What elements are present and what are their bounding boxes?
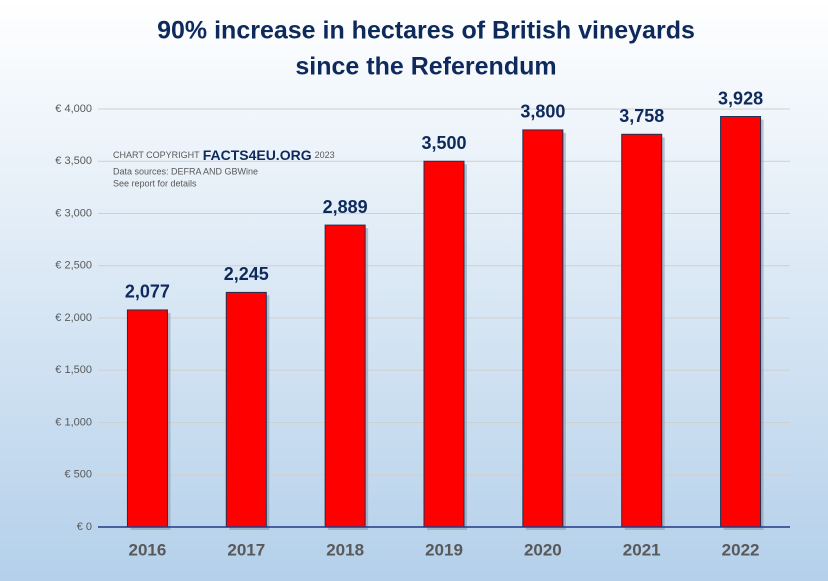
y-tick-label: € 1,500 bbox=[55, 364, 92, 376]
y-tick-label: € 4,000 bbox=[55, 103, 92, 115]
y-tick-label: € 3,000 bbox=[55, 207, 92, 219]
bar bbox=[423, 160, 465, 528]
y-tick-label: € 3,500 bbox=[55, 155, 92, 167]
annotation: Data sources: DEFRA AND GBWine bbox=[113, 166, 258, 176]
y-tick-label: € 1,000 bbox=[55, 416, 92, 428]
annotation: FACTS4EU.ORG bbox=[203, 147, 312, 163]
data-label: 2,889 bbox=[323, 197, 368, 217]
copyright-note: CHART COPYRIGHT FACTS4EU.ORG 2023 bbox=[113, 147, 335, 163]
data-label: 3,500 bbox=[421, 133, 466, 153]
x-tick-label: 2021 bbox=[623, 540, 661, 559]
y-tick-label: € 2,500 bbox=[55, 260, 92, 272]
annotation: See report for details bbox=[113, 178, 197, 188]
x-tick-label: 2018 bbox=[326, 540, 364, 559]
bar bbox=[522, 129, 564, 528]
data-label: 3,928 bbox=[718, 88, 763, 108]
x-tick-label: 2016 bbox=[129, 540, 167, 559]
chart-title: since the Referendum bbox=[295, 53, 556, 81]
data-label: 3,758 bbox=[619, 106, 664, 126]
y-tick-label: € 0 bbox=[77, 521, 92, 533]
x-tick-label: 2022 bbox=[722, 540, 760, 559]
bar bbox=[126, 309, 168, 528]
y-tick-label: € 2,000 bbox=[55, 312, 92, 324]
data-label: 3,800 bbox=[520, 102, 565, 122]
annotation: CHART COPYRIGHT bbox=[113, 150, 200, 160]
x-tick-label: 2019 bbox=[425, 540, 463, 559]
bar bbox=[225, 291, 267, 528]
y-tick-label: € 500 bbox=[64, 469, 92, 481]
data-label: 2,077 bbox=[125, 282, 170, 302]
bar bbox=[621, 133, 663, 528]
x-tick-label: 2017 bbox=[227, 540, 265, 559]
data-label: 2,245 bbox=[224, 264, 269, 284]
x-tick-label: 2020 bbox=[524, 540, 562, 559]
bar bbox=[324, 224, 366, 528]
bar bbox=[720, 116, 762, 528]
chart-title: 90% increase in hectares of British vine… bbox=[157, 17, 695, 45]
annotation: 2023 bbox=[315, 150, 335, 160]
